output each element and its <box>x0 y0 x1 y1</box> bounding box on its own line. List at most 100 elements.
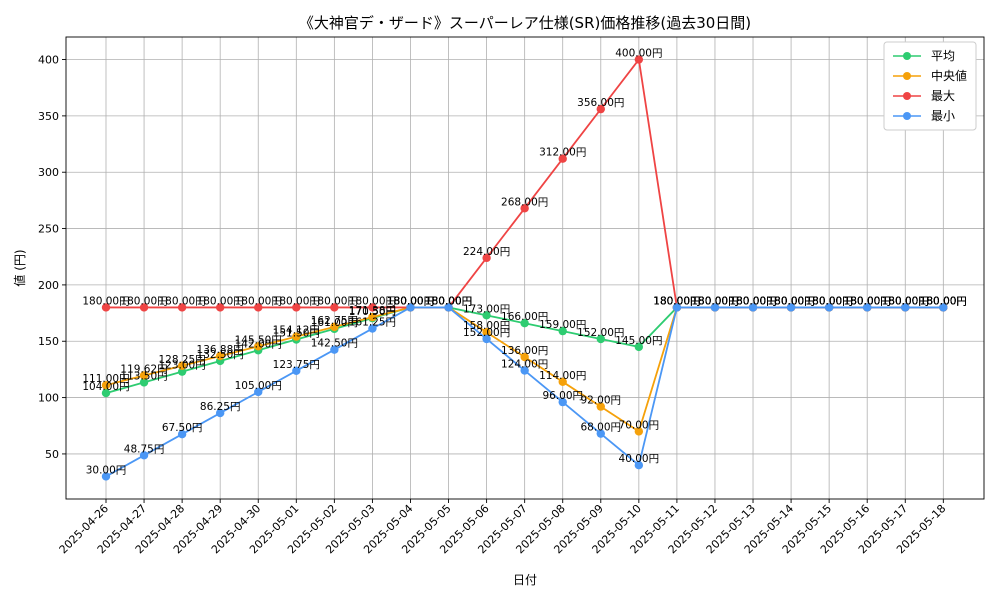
data-label: 128.25円 <box>158 354 205 366</box>
data-point <box>292 303 301 312</box>
data-label: 180.00円 <box>729 295 776 307</box>
y-tick-label: 250 <box>38 223 59 236</box>
data-label: 180.00円 <box>653 295 700 307</box>
data-point <box>710 303 720 312</box>
data-point <box>254 342 263 351</box>
data-point <box>520 204 529 213</box>
data-label: 180.00円 <box>691 295 738 307</box>
data-label: 92.00円 <box>580 395 621 407</box>
data-label: 132.50円 <box>197 349 244 361</box>
data-label: 86.25円 <box>200 401 241 413</box>
data-label: 173.00円 <box>463 303 510 315</box>
data-label: 114.00円 <box>539 370 586 382</box>
data-label: 180.00円 <box>729 295 776 307</box>
data-label: 180.00円 <box>844 295 891 307</box>
data-label: 180.00円 <box>197 295 244 307</box>
data-label: 158.00円 <box>463 320 510 332</box>
data-label: 180.00円 <box>691 295 738 307</box>
data-label: 180.00円 <box>82 295 129 307</box>
data-label: 142.00円 <box>235 338 282 350</box>
data-point <box>824 303 834 312</box>
data-label: 104.00円 <box>82 381 129 393</box>
data-point <box>368 312 377 322</box>
data-label: 96.00円 <box>542 390 583 402</box>
data-point <box>368 324 377 333</box>
data-label: 159.00円 <box>539 319 586 331</box>
data-label: 180.00円 <box>235 295 282 307</box>
data-label: 180.00円 <box>387 295 434 307</box>
data-point <box>482 334 491 344</box>
data-label: 180.00円 <box>653 295 700 307</box>
data-point <box>863 303 872 312</box>
data-point <box>139 371 149 380</box>
data-label: 68.00円 <box>580 422 621 434</box>
data-label: 180.00円 <box>767 295 814 307</box>
data-label: 152.00円 <box>463 327 510 339</box>
data-point <box>558 154 567 163</box>
data-label: 123.75円 <box>273 359 320 371</box>
y-tick-label: 100 <box>38 392 59 405</box>
legend-label-min: 最小 <box>931 109 955 123</box>
data-label: 123.00円 <box>158 360 205 372</box>
y-tick-label: 150 <box>38 335 59 348</box>
data-label: 180.00円 <box>425 295 472 307</box>
data-label: 180.00円 <box>882 295 929 307</box>
data-label: 180.00円 <box>387 295 434 307</box>
data-point <box>634 342 644 352</box>
data-point <box>786 303 796 312</box>
data-point <box>444 303 453 312</box>
data-point <box>101 380 111 390</box>
series-layer <box>101 55 948 481</box>
data-point <box>520 319 529 328</box>
y-tick-label: 50 <box>45 448 59 461</box>
y-axis-label: 値 (円) <box>12 249 27 286</box>
data-label: 400.00円 <box>615 48 662 60</box>
data-label: 180.00円 <box>806 295 853 307</box>
y-tick-label: 300 <box>38 166 59 179</box>
data-label: 136.00円 <box>501 345 548 357</box>
data-point <box>406 303 415 312</box>
data-point <box>558 397 567 407</box>
data-label: 180.00円 <box>882 295 929 307</box>
data-label: 30.00円 <box>86 464 127 476</box>
data-label: 180.00円 <box>882 295 929 307</box>
data-label: 142.50円 <box>311 338 358 350</box>
data-point <box>215 351 225 361</box>
data-label: 180.00円 <box>844 295 891 307</box>
legend-label-max: 最大 <box>931 89 955 103</box>
data-label: 180.00円 <box>920 295 967 307</box>
data-point <box>672 303 682 312</box>
data-label: 180.00円 <box>120 295 167 307</box>
legend-marker-min <box>903 112 911 120</box>
data-label: 180.00円 <box>844 295 891 307</box>
legend-marker-average <box>903 52 911 60</box>
data-label: 180.00円 <box>806 295 853 307</box>
data-label: 180.00円 <box>729 295 776 307</box>
data-label: 111.00円 <box>82 373 129 385</box>
legend-marker-max <box>903 92 911 100</box>
data-point <box>558 326 567 336</box>
data-point <box>177 361 187 370</box>
data-point <box>368 303 377 312</box>
data-label: 312.00円 <box>539 147 586 159</box>
legend-box <box>883 41 977 131</box>
data-point <box>254 387 263 397</box>
data-point <box>596 402 605 411</box>
chart-title: 《大神官デ・ザード》スーパーレア仕様(SR)価格推移(過去30日間) <box>299 14 751 32</box>
data-point <box>596 104 605 114</box>
legend-marker-median <box>903 72 911 80</box>
data-label: 180.00円 <box>653 295 700 307</box>
data-label: 180.00円 <box>425 295 472 307</box>
data-label: 48.75円 <box>124 443 165 455</box>
data-label: 171.38円 <box>349 305 396 317</box>
data-label: 180.00円 <box>691 295 738 307</box>
data-label: 40.00円 <box>619 453 660 465</box>
y-tick-label: 400 <box>38 54 59 67</box>
data-label: 154.12円 <box>273 325 320 337</box>
data-point <box>215 408 225 418</box>
data-point <box>901 303 910 312</box>
data-label: 224.00円 <box>463 246 510 258</box>
data-point <box>482 328 491 337</box>
